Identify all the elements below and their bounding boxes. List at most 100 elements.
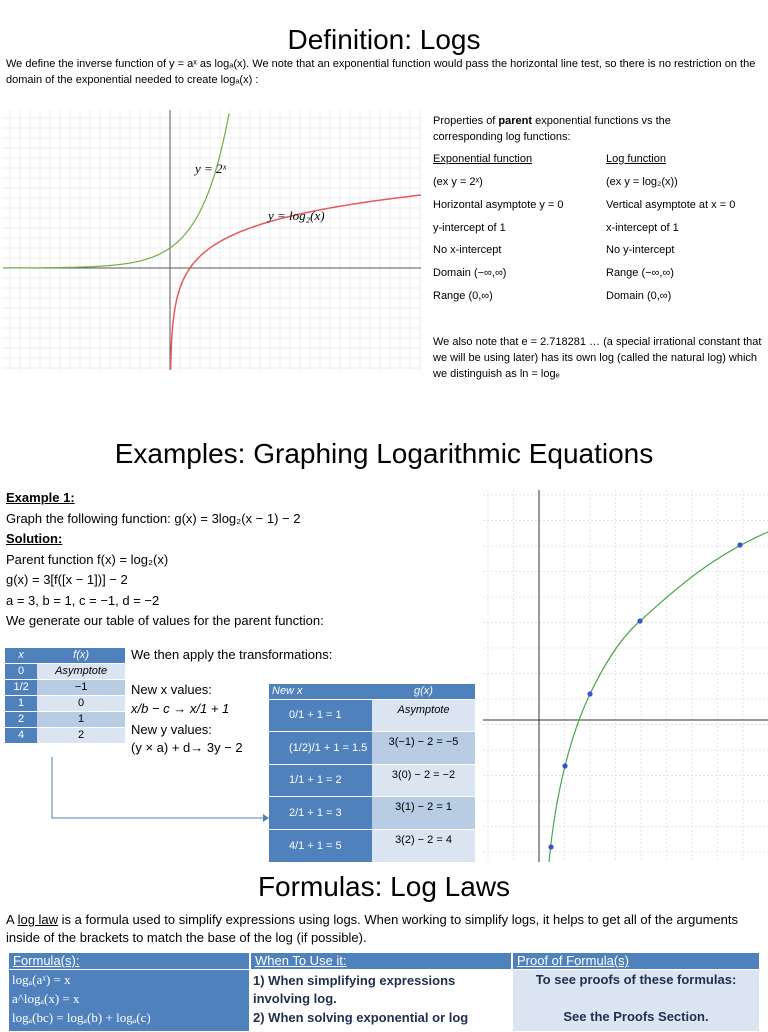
solution-line: Parent function f(x) = log₂(x) xyxy=(6,552,169,567)
log-label: y = log₂(x) xyxy=(268,208,325,223)
property: Domain (−∞,∞) xyxy=(433,267,507,280)
cell: 1/1 + 1 = 2 xyxy=(269,763,372,797)
new-x-formula: x/b − c → x/1 + 1 xyxy=(131,701,230,716)
cell: 3(0) − 2 = −2 xyxy=(372,763,475,797)
cell: 1/2 xyxy=(5,678,38,695)
property: x-intercept of 1 xyxy=(606,221,679,234)
new-x-label: New x values: xyxy=(131,682,212,697)
title: Definition: Logs xyxy=(287,24,481,55)
row: 0/1 + 1 = 1 Asymptote xyxy=(269,698,475,732)
cell: 3(−1) − 2 = −5 xyxy=(372,731,475,764)
new-y-label: New y values: xyxy=(131,722,212,737)
header-row: New x g(x) xyxy=(269,684,475,699)
cell: 2/1 + 1 = 3 xyxy=(269,796,372,829)
proof: See the Proofs Section. xyxy=(563,1009,709,1024)
formula: logₐ(aˣ) = x xyxy=(12,972,71,987)
cell: 3(2) − 2 = 4 xyxy=(372,828,475,862)
formula: logₐ(bc) = logₐ(b) + logₐ(c) xyxy=(12,1010,151,1025)
column-header: Log function xyxy=(606,153,666,165)
point xyxy=(637,618,643,624)
new-y-formula: (y × a) + d→ 3y − 2 xyxy=(131,740,243,755)
property: No y-intercept xyxy=(606,244,675,257)
arrow-line xyxy=(51,757,263,819)
text: is a formula used to simplify expression… xyxy=(6,912,738,945)
property: (ex y = 2ˣ) xyxy=(433,176,483,188)
solution-label: Solution: xyxy=(6,531,63,546)
header-cell: f(x) xyxy=(73,649,90,662)
arrow-head xyxy=(263,814,269,822)
property: Range (0,∞) xyxy=(433,290,493,302)
log-curve xyxy=(169,194,421,370)
cell: 0/1 + 1 = 1 xyxy=(269,698,372,732)
row: 1/1 + 1 = 2 3(0) − 2 = −2 xyxy=(269,763,475,797)
property: Range (−∞,∞) xyxy=(606,267,674,280)
cell: 4/1 + 1 = 5 xyxy=(269,828,372,862)
curve xyxy=(548,531,768,862)
header-row: x f(x) xyxy=(5,648,125,663)
text: Properties of xyxy=(433,115,499,127)
header-cell: When To Use it: xyxy=(250,952,512,970)
cell: Asymptote xyxy=(372,698,475,732)
solution-line: We generate our table of values for the … xyxy=(6,612,324,628)
cell: −1 xyxy=(37,678,125,695)
formula: a^logₐ(x) = x xyxy=(12,991,80,1006)
use: 2) When solving exponential or log xyxy=(253,1010,469,1025)
text: exponential functions vs the correspondi… xyxy=(433,115,671,143)
point xyxy=(587,691,593,697)
solution-line: g(x) = 3[f([x − 1])] − 2 xyxy=(6,572,128,588)
header-cell: New x xyxy=(272,685,303,698)
row: (1/2)/1 + 1 = 1.5 3(−1) − 2 = −5 xyxy=(269,731,475,764)
arrow xyxy=(51,757,269,822)
cell: 1 xyxy=(37,710,125,727)
header-cell: Proof of Formula(s) xyxy=(512,952,760,970)
properties-intro: Properties of parent exponential functio… xyxy=(433,113,733,145)
row: 1/2 −1 xyxy=(5,678,125,695)
cell: Asymptote xyxy=(37,662,125,679)
cell: 0 xyxy=(37,694,125,711)
exp-label: y = 2ˣ xyxy=(195,161,227,176)
graph-transformed xyxy=(483,490,768,862)
column-header: Exponential function xyxy=(433,153,533,165)
title: Formulas: Log Laws xyxy=(257,871,511,902)
intro: We define the inverse function of y = aˣ… xyxy=(6,58,756,86)
text: parent xyxy=(498,115,533,127)
property: No x-intercept xyxy=(433,244,502,257)
e-note: We also note that e = 2.718281 … (a spec… xyxy=(433,336,762,380)
transformed-table: New x g(x) 0/1 + 1 = 1 Asymptote (1/2)/1 + 1… xyxy=(269,684,475,862)
cell: 0 xyxy=(5,662,38,679)
point xyxy=(737,542,743,548)
property: y-intercept of 1 xyxy=(433,221,506,234)
property: Horizontal asymptote y = 0 xyxy=(433,198,564,211)
point xyxy=(562,763,568,769)
cell: 3(1) − 2 = 1 xyxy=(372,796,475,829)
header-cell: x xyxy=(18,649,24,662)
property: Vertical asymptote at x = 0 xyxy=(606,198,736,211)
example-label: Example 1: xyxy=(6,490,75,505)
graph-exp-log xyxy=(3,110,421,370)
exp-curve xyxy=(3,113,230,269)
text: A xyxy=(6,912,18,927)
parent-table: x f(x) 0 Asymptote 1/2 −1 1 0 2 1 4 2 xyxy=(5,648,125,743)
use: 1) When simplifying expressions involvin… xyxy=(253,973,456,1006)
title: Examples: Graphing Logarithmic Equations xyxy=(114,438,654,469)
row: 4/1 + 1 = 5 3(2) − 2 = 4 xyxy=(269,828,475,862)
task: Graph the following function: g(x) = 3lo… xyxy=(6,511,301,526)
transform-intro: We then apply the transformations: xyxy=(131,647,333,662)
header-cell: Formula(s): xyxy=(8,952,250,970)
proof: To see proofs of these formulas: xyxy=(535,972,737,987)
text: log law xyxy=(17,912,59,927)
header-cell: g(x) xyxy=(414,685,433,698)
cell: 4 xyxy=(5,726,38,743)
property: Domain (0,∞) xyxy=(606,290,672,302)
cell: 2 xyxy=(37,726,125,743)
property: (ex y = log₂(x)) xyxy=(606,176,678,188)
row: 0 Asymptote xyxy=(5,662,125,679)
paragraph: A log law is a formula used to simplify … xyxy=(6,911,764,947)
cell: 2 xyxy=(5,710,38,727)
cell: (1/2)/1 + 1 = 1.5 xyxy=(269,731,372,764)
point xyxy=(548,844,554,850)
